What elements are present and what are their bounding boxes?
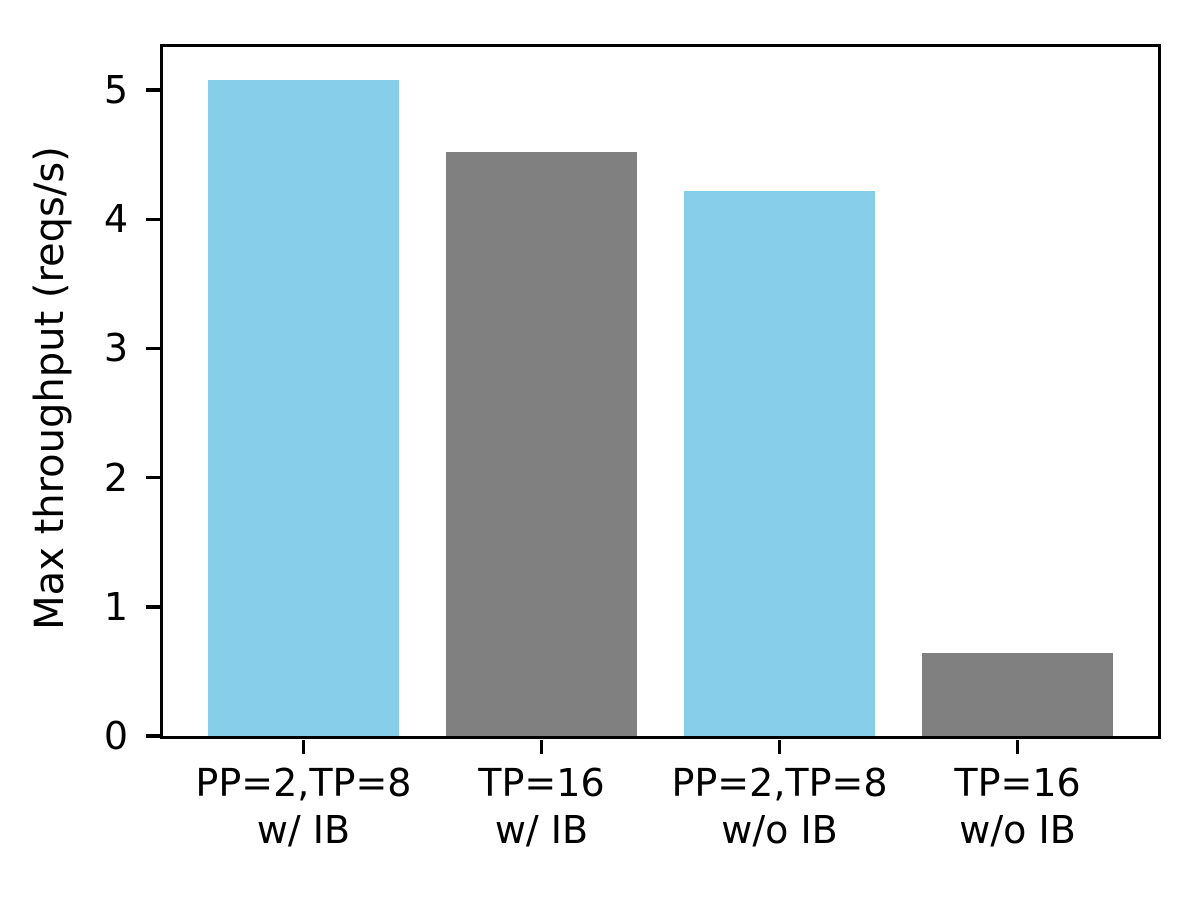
x-tick-label: PP=2,TP=8 w/o IB (671, 761, 888, 852)
x-tick-mark (1015, 739, 1020, 754)
y-tick-mark (145, 346, 160, 351)
bar-2 (446, 152, 637, 736)
bar-3 (684, 190, 875, 736)
x-tick-label: TP=16 w/o IB (954, 761, 1081, 852)
x-tick-label: TP=16 w/ IB (478, 761, 605, 852)
y-tick-label: 2 (103, 455, 128, 500)
x-tick-label: PP=2,TP=8 w/ IB (195, 761, 412, 852)
x-tick-mark (301, 739, 306, 754)
x-tick-mark (777, 739, 782, 754)
y-tick-mark (145, 734, 160, 738)
bar-4 (922, 653, 1113, 736)
y-tick-mark (145, 605, 160, 609)
x-tick-mark (539, 739, 544, 754)
y-tick-label: 0 (103, 714, 128, 758)
y-tick-mark (145, 217, 160, 222)
y-tick-label: 4 (103, 197, 128, 242)
y-tick-mark (145, 88, 160, 92)
y-tick-label: 1 (103, 584, 128, 629)
y-tick-mark (145, 475, 160, 480)
bar-1 (208, 79, 399, 736)
y-tick-label: 3 (103, 326, 128, 371)
plot-area: 0 1 2 3 4 5 PP=2,TP=8 w/ IB TP=16 w/ IB PP=2,TP=8 w… (104, 44, 1161, 852)
y-tick-label: 5 (103, 68, 128, 113)
